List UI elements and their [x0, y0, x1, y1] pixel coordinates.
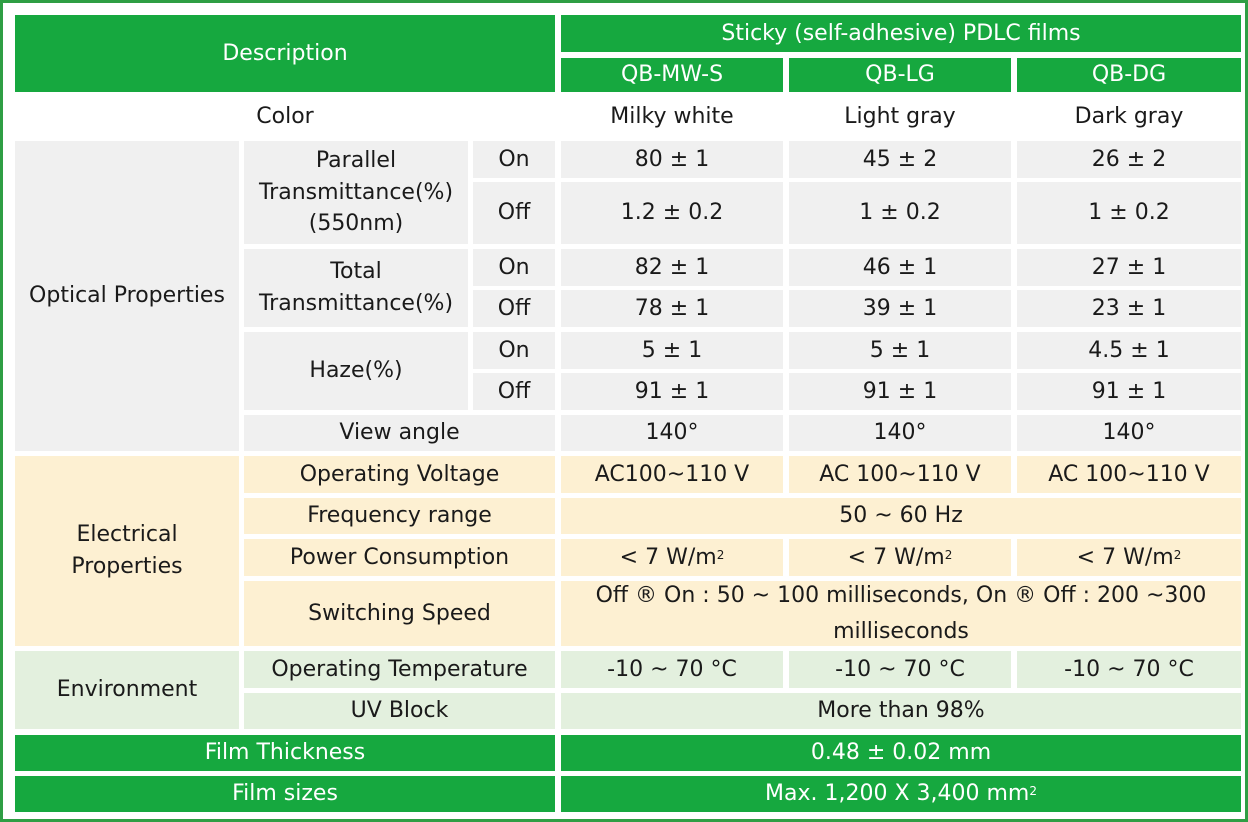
total-off-state: Off — [473, 290, 555, 327]
voltage-dg: AC 100~110 V — [1017, 456, 1241, 493]
voltage-mw-s: AC100~110 V — [561, 456, 783, 493]
electrical-line-2: Properties — [71, 554, 183, 579]
haze-off-lg: 91 ± 1 — [789, 373, 1011, 410]
description-header: Description — [15, 15, 555, 92]
total-label-line-2: Transmittance(%) — [258, 291, 454, 316]
total-off-lg: 39 ± 1 — [789, 290, 1011, 327]
uv-block-value: More than 98% — [561, 693, 1241, 729]
view-angle-lg: 140° — [789, 415, 1011, 451]
operating-voltage-label: Operating Voltage — [244, 456, 555, 493]
total-transmittance-label: Total Transmittance(%) — [244, 249, 468, 327]
power-value-text: < 7 W/m — [619, 544, 717, 570]
power-value-text: < 7 W/m — [1076, 544, 1174, 570]
frequency-range-label: Frequency range — [244, 498, 555, 534]
total-off-mw-s: 78 ± 1 — [561, 290, 783, 327]
optical-category: Optical Properties — [15, 141, 239, 451]
film-thickness-label: Film Thickness — [15, 735, 555, 771]
parallel-on-state: On — [473, 141, 555, 178]
total-on-dg: 27 ± 1 — [1017, 249, 1241, 286]
temperature-mw-s: -10 ~ 70 °C — [561, 651, 783, 688]
haze-on-state: On — [473, 332, 555, 369]
total-on-state: On — [473, 249, 555, 286]
color-label: Color — [15, 97, 555, 137]
power-consumption-label: Power Consumption — [244, 539, 555, 576]
temperature-lg: -10 ~ 70 °C — [789, 651, 1011, 688]
model-header-dg: QB-DG — [1017, 58, 1241, 92]
parallel-on-lg: 45 ± 2 — [789, 141, 1011, 178]
power-lg: < 7 W/m 2 — [789, 539, 1011, 576]
parallel-on-mw-s: 80 ± 1 — [561, 141, 783, 178]
model-header-lg: QB-LG — [789, 58, 1011, 92]
switching-line-1: Off ® On : 50 ~ 100 milliseconds, On ® O… — [595, 583, 1207, 609]
total-label-line-1: Total — [330, 259, 382, 285]
haze-off-mw-s: 91 ± 1 — [561, 373, 783, 410]
view-angle-mw-s: 140° — [561, 415, 783, 451]
parallel-off-lg: 1 ± 0.2 — [789, 182, 1011, 244]
color-value-lg: Light gray — [789, 97, 1011, 137]
switching-line-2: milliseconds — [833, 618, 969, 644]
parallel-off-dg: 1 ± 0.2 — [1017, 182, 1241, 244]
parallel-on-dg: 26 ± 2 — [1017, 141, 1241, 178]
power-unit-superscript: 2 — [1173, 547, 1182, 562]
film-sizes-superscript: 2 — [1029, 784, 1037, 799]
uv-block-label: UV Block — [244, 693, 555, 729]
voltage-lg: AC 100~110 V — [789, 456, 1011, 493]
haze-label: Haze(%) — [244, 332, 468, 410]
switching-speed-value: Off ® On : 50 ~ 100 milliseconds, On ® O… — [561, 581, 1241, 646]
color-value-mw-s: Milky white — [561, 97, 783, 137]
power-unit-superscript: 2 — [944, 547, 953, 562]
haze-on-lg: 5 ± 1 — [789, 332, 1011, 369]
total-on-lg: 46 ± 1 — [789, 249, 1011, 286]
parallel-label-line-3: (550nm) — [308, 211, 404, 237]
switching-speed-label: Switching Speed — [244, 581, 555, 646]
environment-category: Environment — [15, 651, 239, 729]
view-angle-dg: 140° — [1017, 415, 1241, 451]
haze-off-state: Off — [473, 373, 555, 410]
haze-on-mw-s: 5 ± 1 — [561, 332, 783, 369]
film-sizes-label: Film sizes — [15, 776, 555, 812]
temperature-dg: -10 ~ 70 °C — [1017, 651, 1241, 688]
film-sizes-value: Max. 1,200 X 3,400 mm 2 — [561, 776, 1241, 812]
view-angle-label: View angle — [244, 415, 555, 451]
model-header-mw-s: QB-MW-S — [561, 58, 783, 92]
film-thickness-value: 0.48 ± 0.02 mm — [561, 735, 1241, 771]
parallel-off-state: Off — [473, 182, 555, 244]
power-unit-superscript: 2 — [716, 547, 725, 562]
operating-temperature-label: Operating Temperature — [244, 651, 555, 688]
power-dg: < 7 W/m 2 — [1017, 539, 1241, 576]
parallel-transmittance-label: Parallel Transmittance(%) (550nm) — [244, 141, 468, 244]
parallel-label-line-2: Transmittance(%) — [258, 179, 454, 205]
parallel-off-mw-s: 1.2 ± 0.2 — [561, 182, 783, 244]
color-value-dg: Dark gray — [1017, 97, 1241, 137]
parallel-label-line-1: Parallel — [315, 147, 397, 173]
power-mw-s: < 7 W/m 2 — [561, 539, 783, 576]
film-sizes-text: Max. 1,200 X 3,400 mm — [765, 781, 1030, 807]
frequency-range-value: 50 ~ 60 Hz — [561, 498, 1241, 534]
power-value-text: < 7 W/m — [847, 544, 945, 570]
haze-on-dg: 4.5 ± 1 — [1017, 332, 1241, 369]
total-off-dg: 23 ± 1 — [1017, 290, 1241, 327]
electrical-line-1: Electrical — [76, 522, 178, 548]
group-title-header: Sticky (self-adhesive) PDLC films — [561, 15, 1241, 52]
total-on-mw-s: 82 ± 1 — [561, 249, 783, 286]
haze-off-dg: 91 ± 1 — [1017, 373, 1241, 410]
electrical-category: Electrical Properties — [15, 456, 239, 646]
